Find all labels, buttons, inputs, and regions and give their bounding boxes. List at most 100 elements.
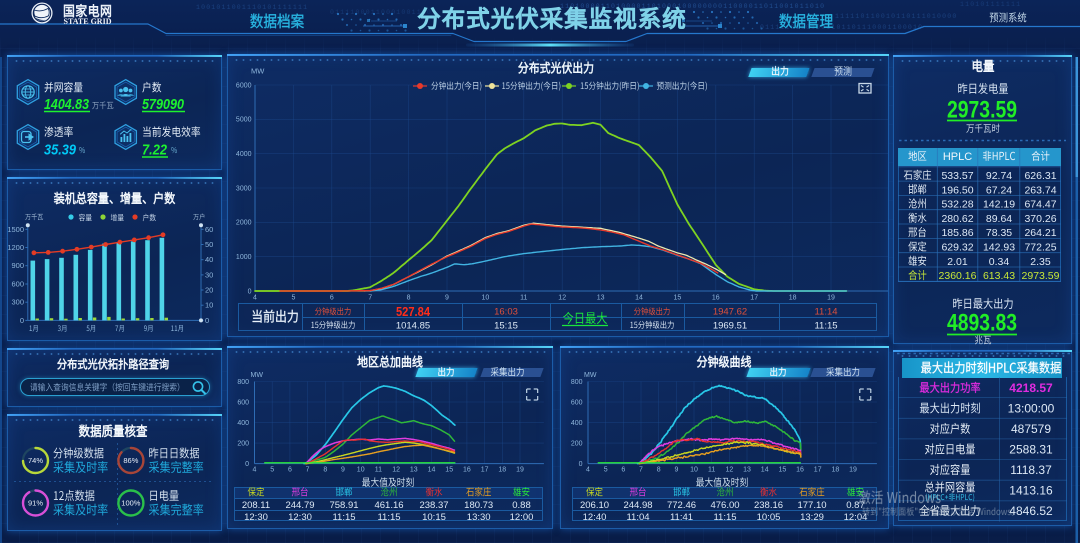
svg-text:100%: 100% bbox=[121, 499, 141, 508]
svg-text:86%: 86% bbox=[123, 456, 138, 465]
svg-text:579090: 579090 bbox=[142, 97, 184, 113]
svg-text:280.62: 280.62 bbox=[941, 213, 973, 225]
svg-text:MW: MW bbox=[251, 372, 264, 379]
svg-text:12:40: 12:40 bbox=[583, 512, 607, 523]
svg-text:7: 7 bbox=[639, 467, 643, 474]
svg-text:15: 15 bbox=[445, 467, 453, 474]
svg-text:10: 10 bbox=[357, 467, 365, 474]
svg-text:14: 14 bbox=[428, 467, 436, 474]
svg-text:532.28: 532.28 bbox=[941, 199, 973, 211]
svg-text:10:15: 10:15 bbox=[422, 512, 446, 523]
svg-text:2360.16: 2360.16 bbox=[939, 270, 977, 282]
svg-text:0.34: 0.34 bbox=[989, 256, 1010, 268]
svg-text:35.39: 35.39 bbox=[44, 143, 76, 159]
svg-text:16: 16 bbox=[712, 295, 720, 302]
svg-text:208.11: 208.11 bbox=[242, 500, 270, 511]
svg-text:30: 30 bbox=[205, 270, 213, 279]
svg-text:461.16: 461.16 bbox=[374, 500, 403, 511]
svg-text:1413.16: 1413.16 bbox=[1009, 484, 1053, 498]
svg-text:600: 600 bbox=[237, 399, 249, 406]
svg-text:244.98: 244.98 bbox=[623, 500, 652, 511]
svg-text:3000: 3000 bbox=[236, 185, 252, 192]
svg-text:527.84: 527.84 bbox=[396, 305, 430, 319]
svg-text:4846.52: 4846.52 bbox=[1009, 504, 1053, 518]
svg-text:12:30: 12:30 bbox=[288, 512, 312, 523]
svg-text:6: 6 bbox=[621, 467, 625, 474]
svg-text:9: 9 bbox=[341, 467, 345, 474]
svg-text:800: 800 bbox=[571, 379, 583, 386]
svg-text:15:15: 15:15 bbox=[494, 321, 518, 332]
svg-text:13:29: 13:29 bbox=[800, 512, 824, 523]
svg-text:18: 18 bbox=[789, 295, 797, 302]
svg-text:0: 0 bbox=[205, 316, 209, 325]
svg-text:11:15: 11:15 bbox=[713, 512, 736, 523]
svg-text:206.10: 206.10 bbox=[580, 500, 609, 511]
svg-text:2973.59: 2973.59 bbox=[947, 97, 1017, 124]
svg-text:89.64: 89.64 bbox=[986, 213, 1012, 225]
svg-text:4893.83: 4893.83 bbox=[947, 310, 1017, 337]
svg-text:16: 16 bbox=[796, 467, 804, 474]
svg-text:2588.31: 2588.31 bbox=[1009, 443, 1053, 457]
svg-text:15: 15 bbox=[779, 467, 787, 474]
svg-text:626.31: 626.31 bbox=[1024, 170, 1056, 182]
svg-text:200: 200 bbox=[237, 440, 249, 447]
svg-text:11:15: 11:15 bbox=[332, 512, 355, 523]
svg-text:600: 600 bbox=[11, 280, 24, 289]
svg-text:4: 4 bbox=[586, 467, 590, 474]
svg-text:185.86: 185.86 bbox=[941, 227, 973, 239]
svg-text:14: 14 bbox=[761, 467, 769, 474]
svg-text:MW: MW bbox=[584, 372, 597, 379]
svg-text:613.43: 613.43 bbox=[983, 270, 1015, 282]
svg-text:16: 16 bbox=[463, 467, 471, 474]
svg-text:772.46: 772.46 bbox=[667, 500, 696, 511]
svg-text:60: 60 bbox=[205, 225, 213, 234]
svg-text:300: 300 bbox=[11, 298, 24, 307]
svg-text:600: 600 bbox=[571, 399, 583, 406]
svg-text:7.22: 7.22 bbox=[142, 143, 167, 159]
svg-text:13:30: 13:30 bbox=[467, 512, 491, 523]
svg-text:8: 8 bbox=[407, 295, 411, 302]
svg-text:13: 13 bbox=[410, 467, 418, 474]
svg-text:4218.57: 4218.57 bbox=[1009, 381, 1053, 395]
svg-text:244.79: 244.79 bbox=[285, 500, 314, 511]
svg-text:92.74: 92.74 bbox=[986, 170, 1012, 182]
svg-text:142.93: 142.93 bbox=[983, 242, 1015, 254]
svg-text:11:41: 11:41 bbox=[670, 512, 693, 523]
svg-text:111110110010110111010000: 111110110010110111010000 bbox=[835, 13, 957, 20]
svg-text:11:14: 11:14 bbox=[814, 307, 837, 318]
svg-text:12:04: 12:04 bbox=[844, 512, 868, 523]
svg-text:2973.59: 2973.59 bbox=[1022, 270, 1060, 282]
svg-text:400: 400 bbox=[237, 420, 249, 427]
svg-text:HPLC: HPLC bbox=[943, 151, 972, 163]
svg-text:11: 11 bbox=[708, 467, 715, 474]
svg-text:6: 6 bbox=[330, 295, 334, 302]
svg-text:0.88: 0.88 bbox=[512, 500, 531, 511]
svg-text:6: 6 bbox=[288, 467, 292, 474]
svg-text:6000: 6000 bbox=[236, 82, 252, 89]
svg-text:238.16: 238.16 bbox=[754, 500, 783, 511]
svg-text:12:30: 12:30 bbox=[244, 512, 268, 523]
svg-text:STATE GRID: STATE GRID bbox=[64, 16, 112, 26]
svg-text:772.25: 772.25 bbox=[1024, 242, 1056, 254]
svg-text:9: 9 bbox=[674, 467, 678, 474]
svg-text:15: 15 bbox=[674, 295, 682, 302]
svg-text:1118.37: 1118.37 bbox=[1010, 463, 1052, 477]
svg-text:11: 11 bbox=[375, 467, 382, 474]
svg-text:67.24: 67.24 bbox=[986, 184, 1012, 196]
svg-text:1947.62: 1947.62 bbox=[713, 307, 747, 318]
svg-text:110100001101000011010001000000: 1101000011010000110100010000000011000011… bbox=[560, 3, 825, 10]
svg-text:01111000110001001100: 01111000110001001100 bbox=[330, 9, 432, 16]
svg-text:8: 8 bbox=[323, 467, 327, 474]
svg-text:4: 4 bbox=[253, 467, 257, 474]
svg-text:19: 19 bbox=[516, 467, 524, 474]
svg-text:5: 5 bbox=[270, 467, 274, 474]
svg-text:011111011010011011011100011000: 01111101101001101101110001100010 bbox=[760, 24, 923, 31]
svg-text:900: 900 bbox=[11, 261, 24, 270]
svg-text:50: 50 bbox=[205, 240, 213, 249]
svg-text:758.91: 758.91 bbox=[329, 500, 358, 511]
svg-text:13:00:00: 13:00:00 bbox=[1008, 402, 1055, 416]
svg-text:1969.51: 1969.51 bbox=[713, 321, 747, 332]
svg-text:10: 10 bbox=[482, 295, 490, 302]
svg-text:370.26: 370.26 bbox=[1024, 213, 1056, 225]
svg-text:13: 13 bbox=[743, 467, 751, 474]
